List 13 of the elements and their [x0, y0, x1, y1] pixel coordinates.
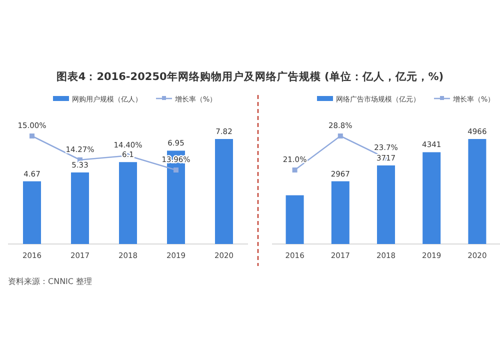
bar	[215, 139, 233, 244]
bar	[422, 152, 441, 244]
point	[30, 134, 34, 138]
text: 资料来源：CNNIC 整理	[8, 277, 92, 286]
bar	[23, 181, 41, 244]
bar	[286, 195, 304, 244]
bar	[71, 172, 89, 244]
bar	[331, 181, 350, 244]
bar	[119, 162, 137, 244]
chart-title: 图表4：2016-20250年网络购物用户及网络广告规模 (单位：亿人，亿元，%)	[56, 70, 444, 83]
bar	[377, 165, 395, 244]
point	[174, 168, 178, 172]
bar	[468, 139, 486, 244]
